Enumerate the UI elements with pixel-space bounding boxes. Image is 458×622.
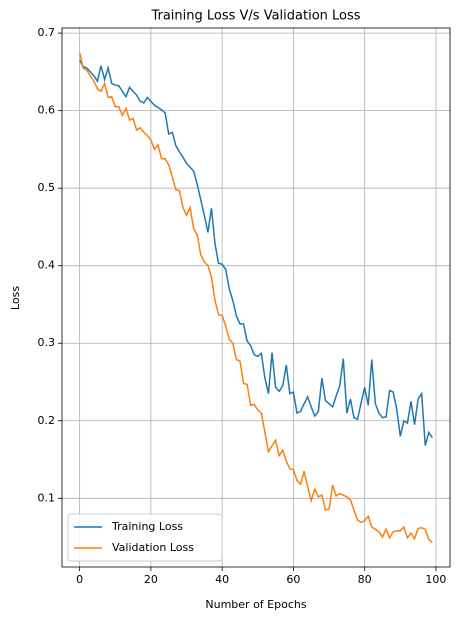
x-tick-label: 60 — [286, 573, 300, 586]
plot-frame — [61, 27, 451, 568]
y-tick-label: 0.6 — [38, 104, 56, 117]
legend-label: Validation Loss — [112, 541, 194, 554]
y-tick-label: 0.7 — [38, 26, 56, 39]
legend-box — [67, 513, 223, 562]
y-tick-label: 0.5 — [38, 181, 56, 194]
series-line — [78, 59, 433, 446]
series-line — [78, 52, 433, 544]
x-tick-label: 100 — [425, 573, 446, 586]
y-tick-label: 0.4 — [38, 259, 56, 272]
y-axis-label: Loss — [9, 286, 22, 310]
x-tick-label: 80 — [358, 573, 372, 586]
x-axis-label: Number of Epochs — [205, 598, 306, 611]
y-tick-label: 0.1 — [38, 491, 56, 504]
x-tick-label: 0 — [76, 573, 83, 586]
y-tick-label: 0.2 — [38, 414, 56, 427]
x-tick-label: 40 — [215, 573, 229, 586]
legend-label: Training Loss — [111, 520, 183, 533]
x-tick-label: 20 — [144, 573, 158, 586]
chart-title: Training Loss V/s Validation Loss — [150, 9, 360, 24]
y-tick-label: 0.3 — [38, 336, 56, 349]
